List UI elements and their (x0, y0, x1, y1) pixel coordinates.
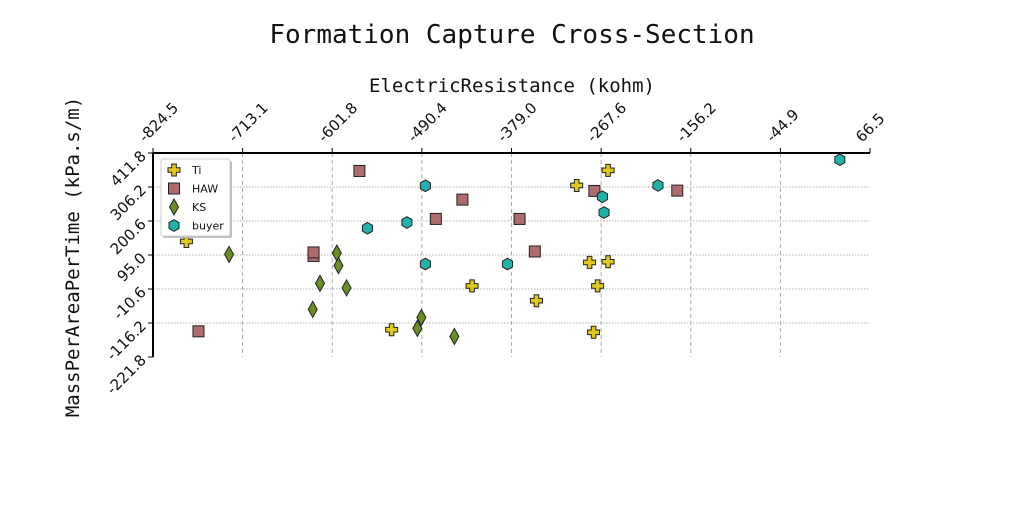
y-tick-label: 306.2 (107, 181, 150, 224)
data-point-haw (192, 325, 205, 338)
legend-label-haw: HAW (192, 183, 218, 196)
x-axis-label: ElectricResistance (kohm) (369, 75, 655, 97)
data-point-buyer (501, 257, 513, 271)
data-point-ks (341, 278, 352, 297)
x-tick-label: -824.5 (135, 99, 182, 146)
y-tick-label: -10.6 (110, 283, 150, 323)
data-point-buyer (401, 216, 413, 229)
legend-marker-ti (167, 163, 181, 177)
data-point-ks (416, 308, 427, 327)
data-point-ks (223, 245, 235, 264)
data-point-ti (587, 325, 601, 339)
series-ks (223, 244, 460, 346)
data-point-buyer (596, 190, 608, 204)
x-tick-label: -379.0 (494, 99, 541, 146)
plot-area: -824.5 -713.1 -601.8 -490.4 -379.0 -267.6 -156… (103, 99, 889, 398)
legend-label-buyer: buyer (192, 220, 224, 233)
data-point-ti (601, 163, 615, 177)
y-tick-label: 200.6 (107, 215, 150, 258)
x-tick-label: -44.9 (762, 106, 802, 146)
data-point-buyer (834, 153, 846, 167)
data-point-buyer (419, 179, 431, 193)
x-tick-label: -267.6 (583, 99, 630, 146)
x-tick-label: -156.2 (673, 99, 720, 146)
data-point-haw (353, 164, 366, 177)
data-point-haw (456, 193, 469, 206)
x-tick-label: -601.8 (314, 99, 361, 146)
legend: Ti HAW KS buyer (160, 158, 232, 238)
data-point-ti (465, 279, 479, 293)
data-point-ti (529, 294, 543, 308)
data-point-ks (449, 327, 460, 346)
data-point-ti (179, 234, 193, 248)
x-tick-label: -713.1 (225, 99, 272, 146)
legend-marker-buyer (168, 219, 180, 232)
series-buyer (361, 153, 846, 271)
data-point-ks (331, 244, 342, 263)
data-point-haw (528, 245, 541, 258)
data-point-haw (671, 184, 684, 197)
legend-label-ti: Ti (191, 164, 201, 177)
data-point-buyer (361, 221, 373, 235)
data-point-ks (333, 256, 344, 275)
legend-marker-haw (168, 182, 180, 195)
data-point-haw (513, 212, 526, 225)
y-tick-label: 411.8 (107, 147, 150, 190)
data-point-buyer (419, 257, 431, 271)
data-point-haw (307, 246, 320, 259)
data-point-haw (588, 184, 601, 197)
x-tick-label: 66.5 (852, 109, 888, 145)
data-point-ti (385, 323, 399, 337)
data-point-ks (314, 274, 326, 293)
data-point-ks (412, 319, 423, 338)
legend-label-ks: KS (192, 201, 206, 214)
data-point-buyer (598, 206, 610, 219)
data-point-ks (307, 300, 318, 319)
data-point-ti (601, 255, 615, 269)
data-point-haw (429, 212, 442, 225)
chart-title: Formation Capture Cross-Section (269, 20, 754, 50)
data-point-ti (583, 255, 597, 269)
x-tick-label: -490.4 (404, 99, 451, 146)
legend-box (160, 158, 231, 237)
data-point-ti (591, 279, 605, 293)
y-axis-label: MassPerAreaPerTime (kPa.s/m) (62, 97, 84, 417)
legend-marker-ks (168, 197, 180, 217)
series-haw (192, 164, 684, 338)
data-point-ti (570, 178, 584, 192)
data-point-buyer (652, 179, 664, 192)
series-ti (179, 163, 615, 339)
